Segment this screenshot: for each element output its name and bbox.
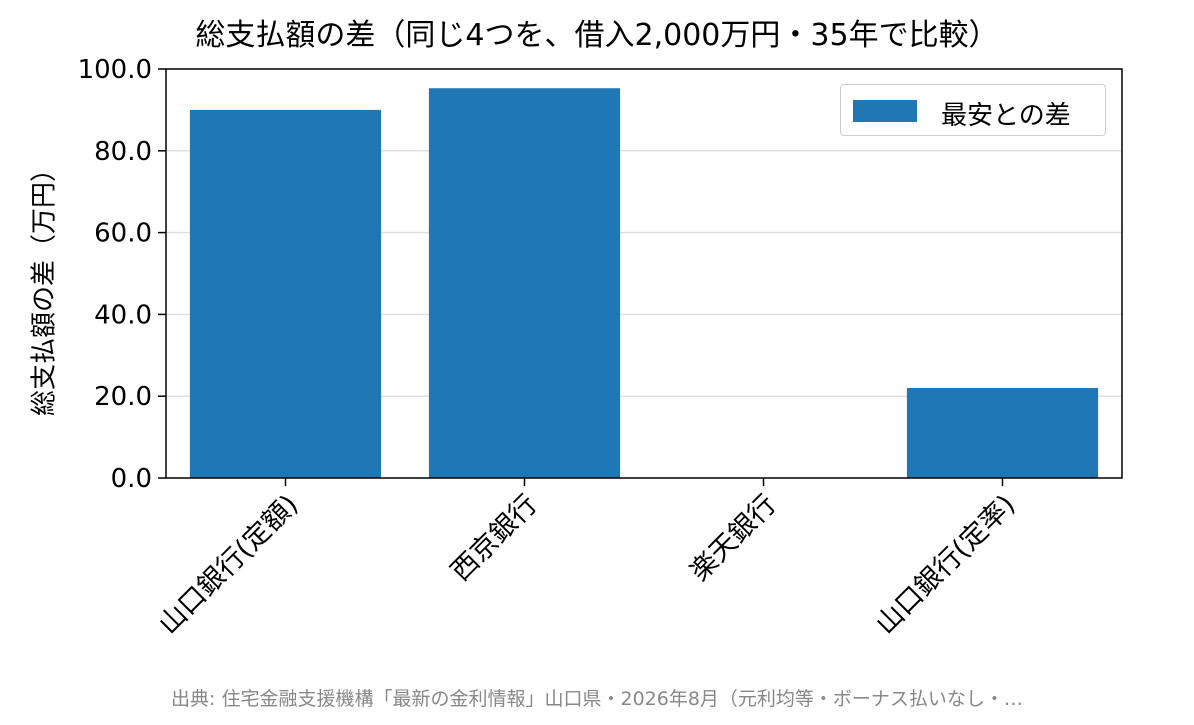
source-note: 出典: 住宅金融支援機構「最新の金利情報」山口県・2026年8月（元利均等・ボー… (171, 688, 1023, 710)
x-tick-label: 楽天銀行 (684, 489, 782, 587)
y-tick-label: 20.0 (94, 382, 152, 412)
plot-frame (165, 68, 1123, 479)
y-tick-label: 0.0 (111, 464, 152, 494)
y-tick-label: 100.0 (78, 55, 152, 85)
y-tick-label: 60.0 (94, 219, 152, 249)
x-tick-label: 山口銀行(定率) (870, 489, 1021, 640)
legend-swatch (853, 100, 917, 122)
x-tick-label: 山口銀行(定額) (153, 489, 304, 640)
bar (906, 388, 1099, 478)
bar (189, 109, 382, 479)
chart-title: 総支払額の差（同じ4つを、借入2,000万円・35年で比較） (195, 18, 999, 53)
bar (428, 88, 621, 479)
y-tick-label: 80.0 (94, 137, 152, 167)
x-tick-label: 西京銀行 (445, 489, 543, 587)
legend-label: 最安との差 (941, 101, 1071, 131)
legend: 最安との差 (840, 84, 1106, 136)
y-tick-label: 40.0 (94, 300, 152, 330)
